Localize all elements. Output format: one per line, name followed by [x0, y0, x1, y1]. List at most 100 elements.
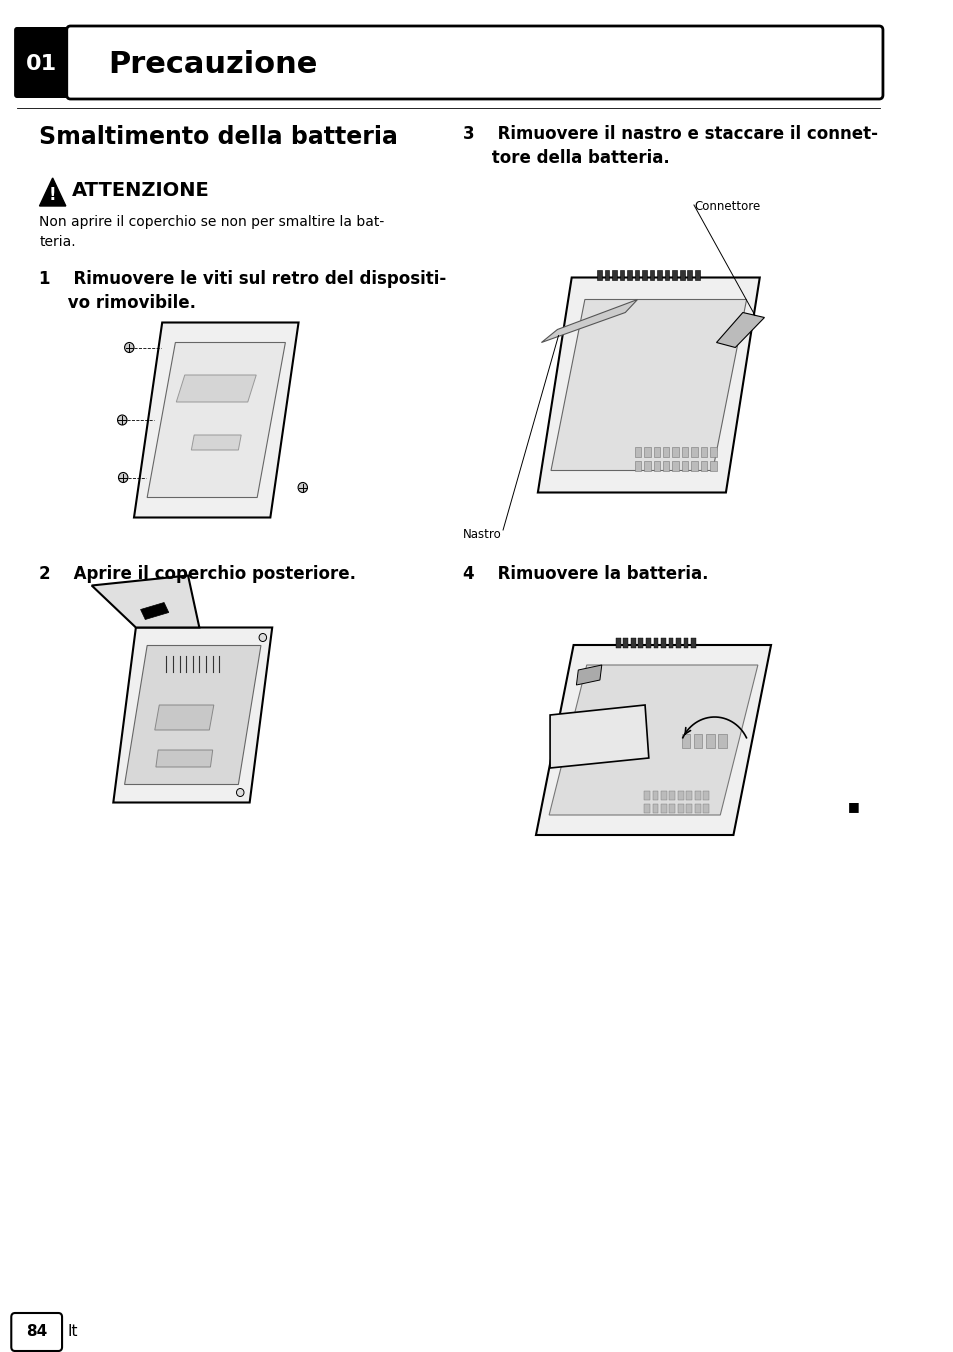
FancyBboxPatch shape	[14, 27, 69, 97]
Text: !: !	[49, 185, 56, 204]
Bar	[652, 791, 658, 800]
FancyBboxPatch shape	[11, 1313, 62, 1351]
Bar	[690, 638, 695, 648]
Bar	[653, 638, 658, 648]
Bar	[678, 804, 683, 813]
Polygon shape	[541, 300, 637, 342]
Bar	[630, 638, 635, 648]
Bar	[694, 804, 700, 813]
Text: 2    Aprire il coperchio posteriore.: 2 Aprire il coperchio posteriore.	[39, 565, 356, 583]
Bar	[718, 734, 726, 748]
Polygon shape	[155, 750, 213, 767]
Polygon shape	[113, 627, 272, 803]
Bar	[622, 638, 627, 648]
Bar	[619, 269, 623, 280]
Bar	[597, 269, 601, 280]
Text: 4    Rimuovere la batteria.: 4 Rimuovere la batteria.	[462, 565, 707, 583]
Bar	[672, 461, 679, 470]
Bar	[700, 461, 706, 470]
Bar	[662, 446, 669, 457]
Polygon shape	[125, 645, 261, 784]
Bar	[694, 791, 700, 800]
Text: Non aprire il coperchio se non per smaltire la bat-
teria.: Non aprire il coperchio se non per smalt…	[39, 215, 384, 249]
Bar	[612, 269, 617, 280]
Text: 3    Rimuovere il nastro e staccare il connet-
     tore della batteria.: 3 Rimuovere il nastro e staccare il conn…	[462, 124, 877, 166]
Text: Capitolo: Capitolo	[19, 32, 65, 42]
Bar	[687, 269, 691, 280]
Circle shape	[125, 342, 133, 353]
Bar	[653, 446, 659, 457]
Polygon shape	[91, 576, 199, 627]
Text: Nastro: Nastro	[462, 529, 501, 541]
Polygon shape	[549, 665, 757, 815]
Polygon shape	[550, 704, 648, 768]
Bar	[676, 638, 680, 648]
Bar	[683, 638, 687, 648]
Bar	[664, 269, 669, 280]
Text: Smaltimento della batteria: Smaltimento della batteria	[39, 124, 398, 149]
Bar	[652, 804, 658, 813]
Bar	[660, 804, 666, 813]
Bar	[653, 461, 659, 470]
Bar	[643, 461, 650, 470]
Polygon shape	[716, 312, 763, 347]
Bar	[643, 446, 650, 457]
Bar	[681, 446, 687, 457]
Bar	[669, 791, 675, 800]
Bar	[638, 638, 642, 648]
Bar	[660, 791, 666, 800]
Text: It: It	[68, 1325, 78, 1340]
Bar	[694, 269, 699, 280]
Bar	[657, 269, 661, 280]
Bar	[649, 269, 654, 280]
Text: 01: 01	[26, 54, 57, 74]
Bar	[686, 804, 691, 813]
Polygon shape	[39, 178, 66, 206]
Bar	[672, 446, 679, 457]
Bar	[662, 461, 669, 470]
Polygon shape	[154, 704, 213, 730]
Bar	[693, 734, 701, 748]
Bar	[634, 269, 639, 280]
Bar	[690, 446, 697, 457]
Polygon shape	[537, 277, 759, 492]
Bar	[668, 638, 673, 648]
Text: 1    Rimuovere le viti sul retro del dispositi-
     vo rimovibile.: 1 Rimuovere le viti sul retro del dispos…	[39, 270, 446, 311]
Bar	[705, 734, 714, 748]
Bar	[690, 461, 697, 470]
Bar	[681, 461, 687, 470]
Circle shape	[117, 415, 127, 425]
Text: Precauzione: Precauzione	[108, 50, 317, 78]
Polygon shape	[576, 665, 601, 685]
Bar	[702, 804, 708, 813]
Bar	[643, 791, 649, 800]
Circle shape	[236, 788, 244, 796]
Bar	[626, 269, 631, 280]
Bar	[616, 638, 620, 648]
Polygon shape	[192, 435, 241, 450]
Polygon shape	[176, 375, 256, 402]
Bar	[634, 461, 640, 470]
Bar	[681, 734, 689, 748]
Bar	[686, 791, 691, 800]
Text: ATTENZIONE: ATTENZIONE	[72, 181, 210, 200]
Bar	[604, 269, 609, 280]
Bar	[641, 269, 646, 280]
Bar	[678, 791, 683, 800]
Polygon shape	[133, 323, 298, 518]
Polygon shape	[551, 300, 746, 470]
Bar	[702, 791, 708, 800]
Polygon shape	[140, 603, 169, 619]
Bar	[660, 638, 665, 648]
Polygon shape	[147, 342, 285, 498]
Circle shape	[118, 472, 128, 483]
Circle shape	[259, 634, 266, 641]
Bar	[672, 269, 677, 280]
Text: ■: ■	[847, 800, 859, 813]
Bar	[634, 446, 640, 457]
Bar	[709, 461, 716, 470]
Bar	[679, 269, 684, 280]
FancyBboxPatch shape	[67, 26, 882, 99]
Bar	[643, 804, 649, 813]
Bar	[709, 446, 716, 457]
